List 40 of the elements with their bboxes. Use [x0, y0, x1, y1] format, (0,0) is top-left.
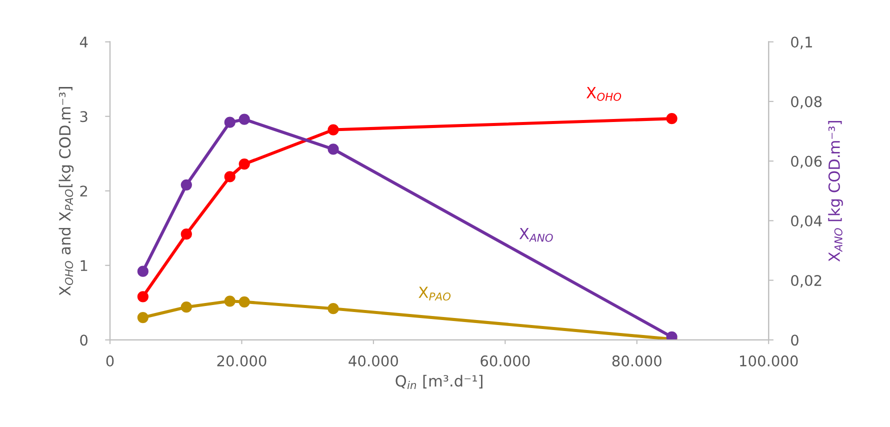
x-tick-label: 80.000 [612, 355, 662, 366]
x-tick-label: 60.000 [480, 355, 530, 366]
y2-tick-label: 0,02 [791, 275, 822, 288]
point [666, 113, 678, 124]
point [328, 303, 339, 314]
y2-axis-title: X$_{ANO}$ [kg COD.m⁻³] [828, 121, 843, 262]
y-tick-label: 2 [80, 186, 88, 196]
series-label: X$_{PAO}$ [418, 286, 451, 301]
point [137, 312, 148, 324]
point [224, 171, 236, 182]
x-tick-label: 20.000 [217, 355, 266, 366]
y-tick-label: 3 [80, 111, 88, 122]
series-label: X$_{ANO}$ [519, 228, 553, 242]
y-axis-title: X$_{OHO}$ and X$_{PAO}$[kg COD.m⁻³] [58, 87, 74, 296]
point [328, 124, 339, 136]
point [180, 228, 192, 240]
series-label: X$_{OHO}$ [586, 87, 622, 101]
y-tick-label: 1 [80, 260, 88, 271]
x-tick-label: 40.000 [348, 355, 398, 366]
y2-tick-label: 0,08 [791, 96, 822, 109]
point [180, 179, 192, 190]
point [328, 144, 339, 155]
x-tick-label: 0 [106, 355, 114, 366]
point [238, 114, 250, 125]
point [224, 116, 236, 128]
y2-tick-label: 0,04 [791, 215, 822, 228]
y2-tick-label: 0 [791, 334, 798, 346]
point [666, 331, 678, 340]
point [224, 296, 236, 307]
point [238, 158, 250, 170]
y-tick-label: 4 [80, 36, 88, 48]
point [180, 302, 192, 313]
x-axis-title: Q$_{in}$ [m³.d⁻¹] [396, 374, 482, 389]
point [238, 296, 250, 308]
y2-tick-label: 0,1 [791, 36, 812, 50]
point [137, 291, 148, 302]
y-tick-label: 0 [80, 334, 88, 346]
point [137, 266, 148, 277]
y2-tick-label: 0,06 [791, 156, 822, 168]
x-tick-label: 100.000 [740, 355, 798, 366]
